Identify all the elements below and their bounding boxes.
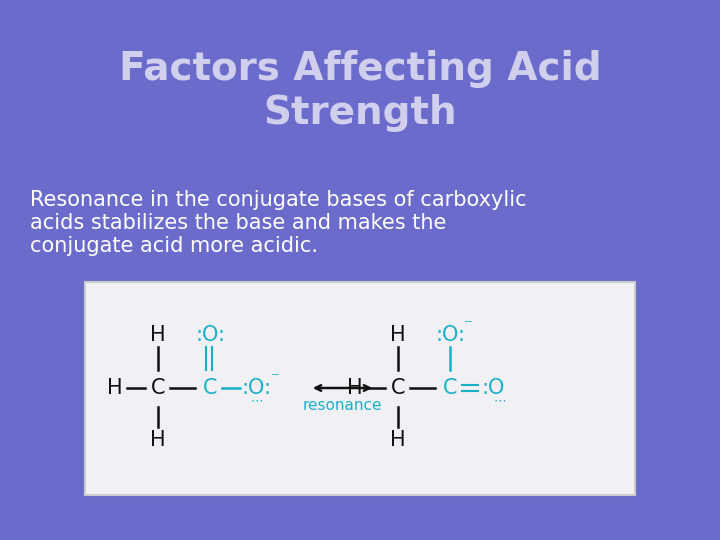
Text: H: H <box>107 378 123 398</box>
Text: ⋯: ⋯ <box>494 395 506 408</box>
Text: H: H <box>150 430 166 450</box>
Text: :O:: :O: <box>435 325 465 345</box>
Text: H: H <box>150 325 166 345</box>
Text: C: C <box>150 378 166 398</box>
Text: :O: :O <box>481 378 505 398</box>
FancyBboxPatch shape <box>85 282 635 495</box>
Text: :O:: :O: <box>195 325 225 345</box>
Text: C: C <box>443 378 457 398</box>
Text: ⋯: ⋯ <box>251 395 264 408</box>
Text: H: H <box>347 378 363 398</box>
Text: C: C <box>391 378 405 398</box>
Text: ⁻: ⁻ <box>271 369 279 387</box>
Text: ⁻: ⁻ <box>464 316 472 334</box>
Text: H: H <box>390 325 406 345</box>
Text: resonance: resonance <box>302 399 382 414</box>
Text: H: H <box>390 430 406 450</box>
Text: Factors Affecting Acid
Strength: Factors Affecting Acid Strength <box>119 50 601 132</box>
Text: C: C <box>203 378 217 398</box>
Text: :O:: :O: <box>242 378 272 398</box>
Text: Resonance in the conjugate bases of carboxylic
acids stabilizes the base and mak: Resonance in the conjugate bases of carb… <box>30 190 526 256</box>
